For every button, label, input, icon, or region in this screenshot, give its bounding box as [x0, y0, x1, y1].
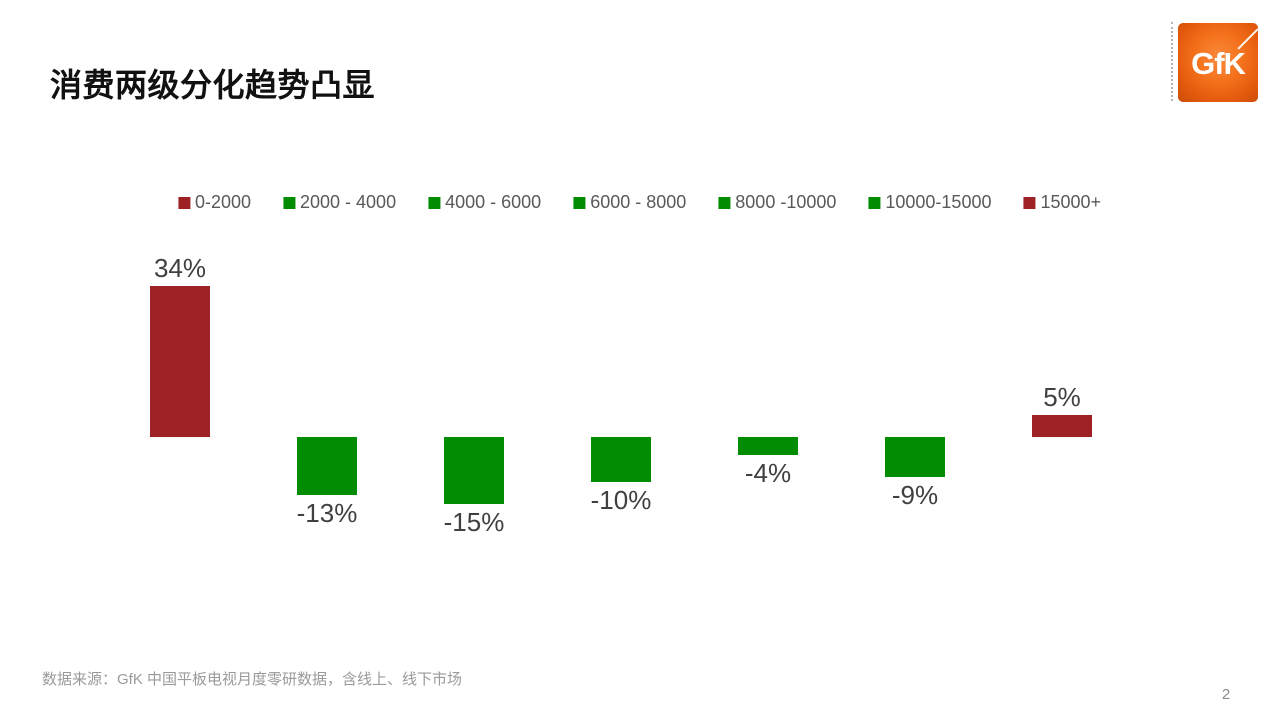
bar-0-2000 [150, 285, 210, 437]
bar-8000 -10000 [738, 437, 798, 455]
legend-marker-swatch [1023, 196, 1036, 209]
legend-item: 15000+ [1023, 192, 1101, 213]
legend-marker-swatch [868, 196, 881, 209]
data-source-note: 数据来源：GfK 中国平板电视月度零研数据，含线上、线下市场 [42, 671, 463, 688]
bar-value-label: -15% [443, 506, 505, 537]
bar-10000-15000 [885, 437, 945, 478]
bar-6000 - 8000 [591, 437, 651, 482]
bar-2000 - 4000 [297, 437, 357, 495]
legend-marker-swatch [573, 196, 586, 209]
legend-label: 0-2000 [194, 192, 251, 212]
logo-divider-dotted-line [1171, 22, 1173, 101]
bar-4000 - 6000 [444, 437, 504, 504]
bar-value-label: -10% [590, 484, 652, 515]
legend-marker-swatch [283, 196, 295, 209]
bar-value-label: 34% [153, 252, 207, 283]
legend-label: 6000 - 8000 [590, 192, 687, 212]
legend-label: 15000+ [1040, 192, 1102, 212]
legend-marker-swatch [177, 196, 190, 209]
bar-value-label: -9% [891, 480, 939, 511]
legend-label: 8000 -10000 [735, 192, 837, 212]
gfk-logo-text: GfK [1191, 45, 1246, 81]
page-number: 2 [1221, 686, 1231, 703]
chart-legend: 0-2000 2000 - 4000 4000 - 6000 6000 - 8000 8… [177, 192, 1101, 213]
bar-value-label: -4% [744, 457, 792, 488]
gfk-logo: GfK [1178, 23, 1258, 102]
legend-marker-swatch [428, 196, 441, 209]
bar-value-label: -13% [296, 497, 358, 528]
bar-15000+ [1032, 414, 1092, 437]
legend-label: 4000 - 6000 [445, 192, 542, 212]
legend-item: 2000 - 4000 [283, 192, 396, 213]
logo-slash-accent [1237, 28, 1258, 50]
legend-item: 4000 - 6000 [428, 192, 541, 213]
legend-marker-swatch [718, 196, 731, 209]
legend-item: 8000 -10000 [718, 192, 836, 213]
legend-label: 10000-15000 [885, 192, 992, 212]
legend-item: 0-2000 [177, 192, 251, 213]
bar-value-label: 5% [1043, 381, 1081, 412]
legend-label: 2000 - 4000 [300, 192, 397, 212]
legend-item: 10000-15000 [868, 192, 991, 213]
legend-item: 6000 - 8000 [573, 192, 686, 213]
page-title: 消费两级分化趋势凸显 [50, 67, 376, 103]
